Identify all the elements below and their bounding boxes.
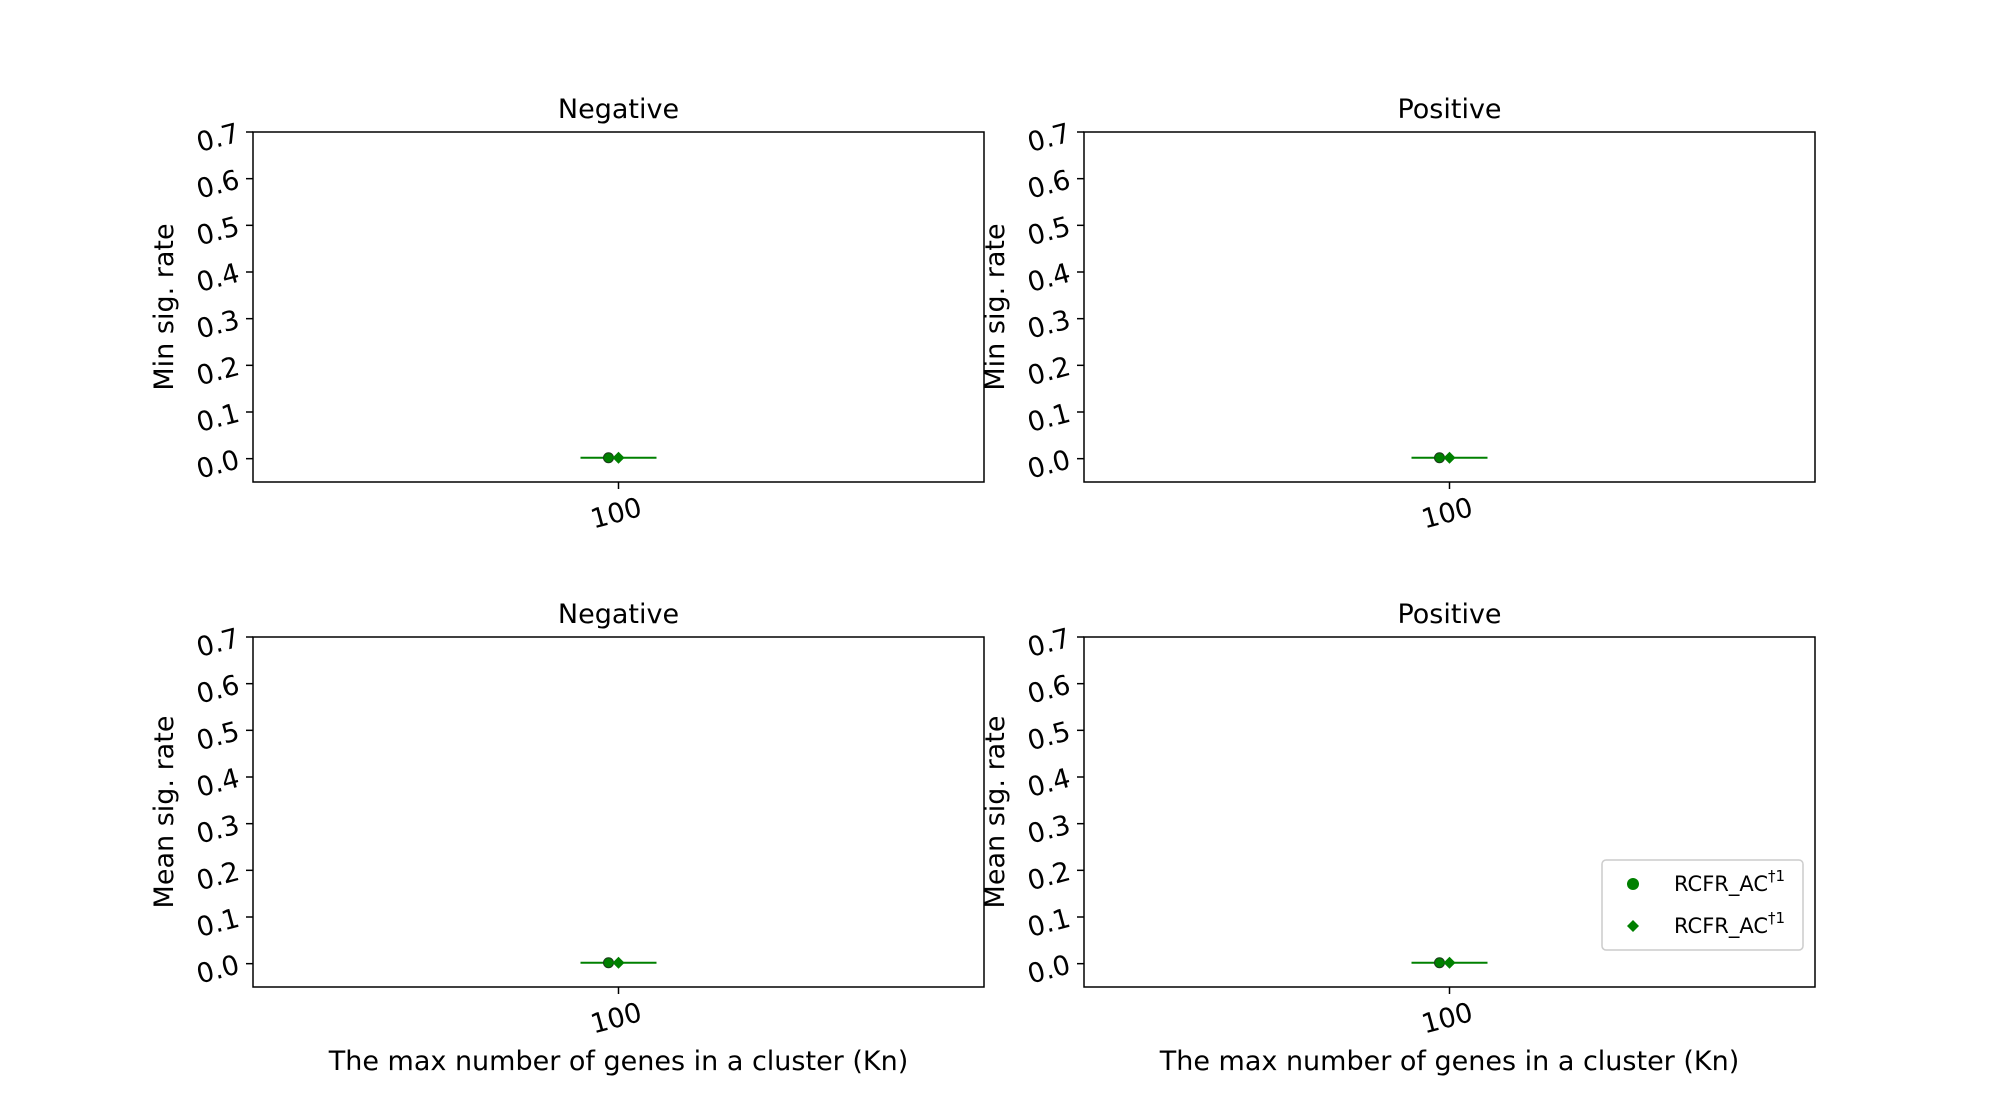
legend-label-superscript: †1 — [1768, 909, 1785, 927]
panel-title: Positive — [1397, 94, 1501, 125]
legend-box — [1601, 859, 1804, 951]
y-tick-label: 0.3 — [1024, 809, 1074, 850]
y-tick-label: 0.5 — [1024, 716, 1074, 757]
y-tick-label: 0.7 — [1024, 118, 1074, 159]
y-tick-label: 0.1 — [1024, 903, 1074, 944]
legend-label-superscript: †1 — [1768, 867, 1785, 885]
x-axis-label: The max number of genes in a cluster (Kn… — [328, 1046, 909, 1077]
y-tick-label: 0.3 — [193, 809, 243, 850]
legend-label: RCFR_AC†1 — [1674, 867, 1785, 897]
chart-panel-3: Negative 0.0 0.1 0.2 0.3 0.4 0.5 0.6 0.7 100 Mean … — [149, 599, 985, 1077]
y-tick-label: 0.2 — [193, 351, 243, 392]
y-axis-label: Mean sig. rate — [149, 716, 180, 909]
data-point-circle — [603, 957, 614, 969]
y-tick-label: 0.0 — [1024, 949, 1074, 990]
y-tick-label: 0.1 — [1024, 398, 1074, 439]
y-tick-label: 0.0 — [193, 949, 243, 990]
data-point-diamond — [612, 451, 625, 464]
y-tick-label: 0.6 — [1024, 669, 1074, 710]
y-axis-label: Mean sig. rate — [980, 716, 1011, 909]
panel-title: Negative — [558, 94, 679, 125]
y-tick-label: 0.3 — [193, 304, 243, 345]
axes-frame — [252, 636, 985, 988]
x-tick-label: 100 — [587, 492, 645, 535]
y-axis-label: Min sig. rate — [149, 223, 180, 390]
y-tick-label: 0.3 — [1024, 304, 1074, 345]
data-point-circle — [1434, 452, 1445, 464]
y-tick-label: 0.2 — [1024, 856, 1074, 897]
y-tick-label: 0.4 — [1024, 258, 1074, 299]
panel-title: Negative — [558, 599, 679, 630]
y-tick-label: 0.6 — [193, 164, 243, 205]
y-tick-label: 0.2 — [193, 856, 243, 897]
x-tick-label: 100 — [1418, 997, 1476, 1040]
chart-panel-1: Negative 0.0 0.1 0.2 0.3 0.4 0.5 0.6 0.7 100 Min s… — [149, 94, 985, 535]
legend-label: RCFR_AC†1 — [1674, 909, 1785, 939]
x-axis-label: The max number of genes in a cluster (Kn… — [1159, 1046, 1740, 1077]
y-tick-label: 0.7 — [1024, 623, 1074, 664]
y-tick-label: 0.1 — [193, 903, 243, 944]
data-point-circle — [1434, 957, 1445, 969]
y-tick-label: 0.4 — [193, 763, 243, 804]
y-tick-label: 0.5 — [1024, 211, 1074, 252]
panel-title: Positive — [1397, 599, 1501, 630]
y-tick-label: 0.2 — [1024, 351, 1074, 392]
data-point-diamond — [1443, 451, 1456, 464]
y-tick-label: 0.1 — [193, 398, 243, 439]
axes-frame — [252, 131, 985, 483]
y-tick-label: 0.6 — [1024, 164, 1074, 205]
data-point-diamond — [1443, 956, 1456, 969]
legend-circle-marker — [1627, 878, 1639, 890]
x-tick-label: 100 — [587, 997, 645, 1040]
y-tick-label: 0.4 — [1024, 763, 1074, 804]
data-point-diamond — [612, 956, 625, 969]
x-tick-label: 100 — [1418, 492, 1476, 535]
y-axis-label: Min sig. rate — [980, 223, 1011, 390]
y-tick-label: 0.7 — [193, 623, 243, 664]
legend-label-text: RCFR_AC — [1674, 872, 1768, 897]
y-tick-label: 0.5 — [193, 211, 243, 252]
data-point-circle — [603, 452, 614, 464]
chart-panel-2: Positive 0.0 0.1 0.2 0.3 0.4 0.5 0.6 0.7 100 Min s… — [980, 94, 1816, 535]
y-tick-label: 0.6 — [193, 669, 243, 710]
y-tick-label: 0.5 — [193, 716, 243, 757]
y-tick-label: 0.4 — [193, 258, 243, 299]
legend-diamond-marker — [1627, 920, 1639, 932]
axes-frame — [1083, 131, 1816, 483]
y-tick-label: 0.0 — [193, 444, 243, 485]
y-tick-label: 0.0 — [1024, 444, 1074, 485]
legend-label-text: RCFR_AC — [1674, 914, 1768, 939]
chart-panel-4: Positive 0.0 0.1 0.2 0.3 0.4 0.5 0.6 0.7 100 Mean … — [980, 599, 1816, 1077]
y-tick-label: 0.7 — [193, 118, 243, 159]
